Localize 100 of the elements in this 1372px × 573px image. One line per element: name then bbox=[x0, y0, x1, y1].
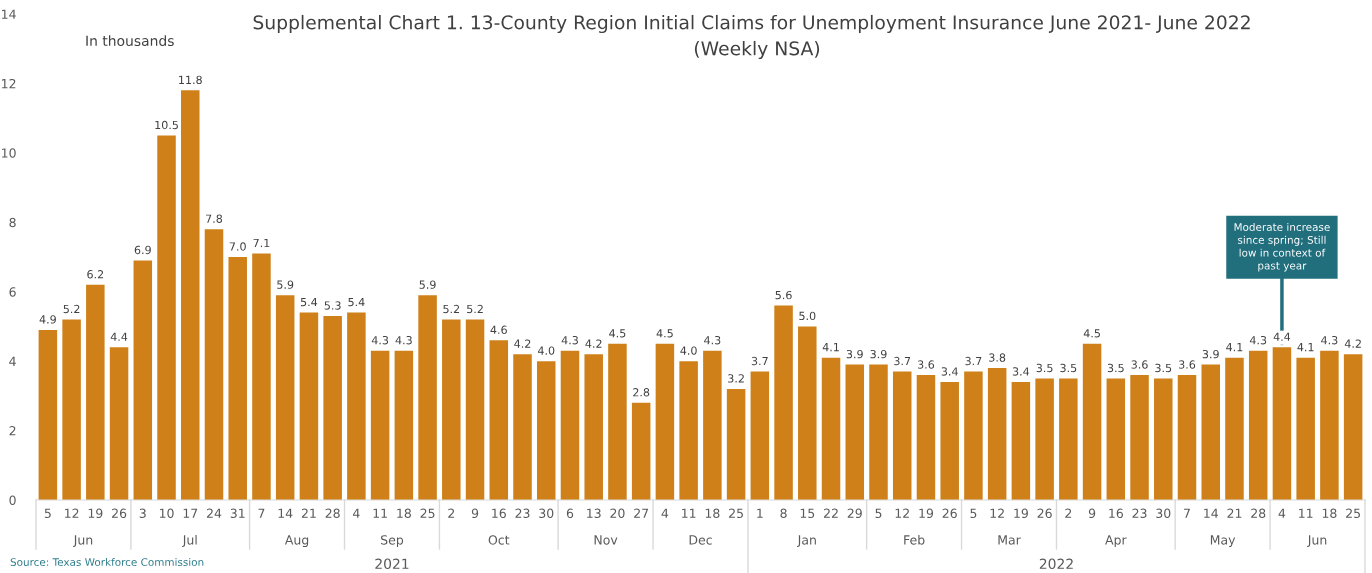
data-label: 4.4 bbox=[110, 332, 128, 341]
x-tick-label: 11 bbox=[682, 508, 696, 518]
bar bbox=[1248, 350, 1268, 500]
bar bbox=[1201, 364, 1220, 500]
text: Mar bbox=[998, 535, 1021, 545]
x-tick-label: 5 bbox=[875, 508, 882, 519]
data-label: 3.5 bbox=[1060, 363, 1077, 373]
data-label: 3.2 bbox=[728, 374, 744, 383]
bar bbox=[679, 361, 698, 500]
data-label: 7.0 bbox=[229, 242, 246, 251]
data-label: 3.9 bbox=[846, 349, 863, 359]
x-tick-label: 28 bbox=[325, 508, 340, 519]
data-label: 3.5 bbox=[1155, 363, 1172, 373]
annotation: Moderate increase since spring; Still low in context of past year bbox=[1234, 222, 1330, 272]
data-label: 5.2 bbox=[63, 304, 80, 314]
data-label: 4.2 bbox=[514, 339, 531, 348]
bar bbox=[1035, 378, 1054, 500]
data-label: 5.2 bbox=[443, 304, 460, 314]
x-tick-label: 28 bbox=[1251, 508, 1266, 519]
data-label: 5.4 bbox=[348, 297, 365, 307]
data-label: 4.5 bbox=[1083, 329, 1100, 338]
data-label: 6.2 bbox=[87, 270, 104, 279]
source-note: Source: Texas Workforce Commission bbox=[10, 557, 204, 567]
x-tick-label: 7 bbox=[258, 508, 265, 518]
text: (Weekly NSA) bbox=[694, 40, 820, 60]
x-tick-label: 30 bbox=[1156, 508, 1171, 519]
bar bbox=[323, 316, 342, 500]
bar bbox=[347, 312, 366, 500]
x-tick-label: 12 bbox=[990, 508, 1004, 518]
data-label: 10.5 bbox=[155, 120, 178, 130]
bar bbox=[631, 402, 651, 500]
bar bbox=[157, 135, 176, 500]
bar bbox=[726, 388, 746, 500]
bar bbox=[821, 357, 841, 500]
y-tick-label: 14 bbox=[2, 9, 16, 19]
bar bbox=[703, 350, 722, 500]
x-tick-label: 9 bbox=[1088, 508, 1096, 519]
bar bbox=[1296, 357, 1315, 500]
x-tick-label: 7 bbox=[1184, 508, 1190, 518]
text: 2022 bbox=[1039, 558, 1073, 570]
data-label: 3.6 bbox=[1179, 360, 1196, 369]
data-label: 3.7 bbox=[965, 356, 982, 366]
x-tick-label: 25 bbox=[420, 508, 435, 519]
data-label: 7.1 bbox=[253, 238, 270, 248]
bar bbox=[560, 350, 580, 500]
data-label: 3.9 bbox=[1202, 349, 1219, 359]
bar bbox=[869, 364, 888, 500]
bar bbox=[204, 229, 224, 500]
data-label: 3.8 bbox=[989, 353, 1006, 362]
x-tick-label: 6 bbox=[566, 508, 574, 519]
data-label: 4.0 bbox=[537, 346, 555, 355]
data-label: 4.1 bbox=[822, 343, 839, 352]
x-tick-label: 25 bbox=[1346, 508, 1360, 519]
x-tick-label: 10 bbox=[159, 508, 174, 519]
data-label: 4.1 bbox=[1297, 343, 1314, 352]
bar bbox=[370, 350, 390, 500]
bar bbox=[1130, 375, 1149, 500]
text: Jan bbox=[797, 535, 816, 547]
data-label: 4.3 bbox=[1249, 336, 1267, 345]
bar bbox=[1320, 350, 1339, 500]
x-tick-label: 4 bbox=[1278, 508, 1286, 518]
bar bbox=[86, 284, 105, 500]
data-label: 4.3 bbox=[704, 336, 721, 345]
bar bbox=[1177, 375, 1197, 500]
data-label: 5.9 bbox=[419, 280, 436, 289]
x-tick-label: 1 bbox=[757, 508, 763, 518]
text: Jul bbox=[182, 534, 197, 547]
bar bbox=[228, 257, 247, 500]
bar bbox=[62, 319, 81, 500]
data-label: 5.9 bbox=[277, 280, 294, 289]
data-label: 4.1 bbox=[1226, 343, 1243, 352]
bar bbox=[418, 295, 437, 500]
x-tick-label: 2 bbox=[448, 508, 455, 518]
data-label: 5.0 bbox=[799, 311, 816, 321]
bar bbox=[845, 364, 865, 500]
x-tick-label: 19 bbox=[1014, 508, 1028, 519]
bar bbox=[1154, 378, 1173, 500]
x-tick-label: 12 bbox=[895, 508, 909, 518]
data-label: 2.8 bbox=[633, 388, 650, 397]
bar bbox=[798, 326, 817, 500]
bar bbox=[987, 368, 1007, 500]
y-tick-label: 12 bbox=[2, 78, 16, 89]
x-tick-label: 21 bbox=[301, 508, 316, 518]
bar bbox=[536, 361, 556, 500]
x-tick-label: 22 bbox=[823, 508, 838, 518]
bar bbox=[181, 90, 200, 500]
data-label: 4.3 bbox=[1321, 336, 1338, 345]
y-tick-label: 6 bbox=[9, 287, 16, 297]
data-label: 4.2 bbox=[1344, 339, 1361, 348]
x-tick-label: 19 bbox=[88, 508, 103, 519]
bar bbox=[750, 371, 770, 500]
text: May bbox=[1210, 535, 1236, 548]
bar bbox=[442, 319, 461, 500]
data-label: 4.2 bbox=[585, 339, 602, 348]
y-tick-label: 8 bbox=[9, 217, 16, 228]
bar bbox=[964, 371, 983, 500]
data-label: 4.4 bbox=[1273, 332, 1291, 341]
bar bbox=[109, 347, 129, 500]
x-tick-label: 18 bbox=[1322, 508, 1337, 519]
text: Apr bbox=[1105, 535, 1127, 548]
